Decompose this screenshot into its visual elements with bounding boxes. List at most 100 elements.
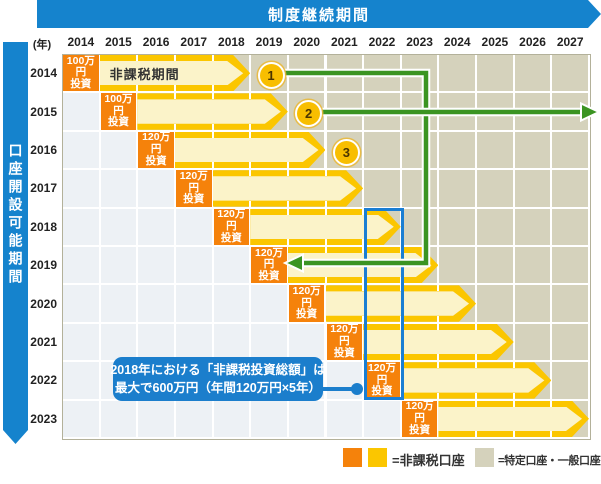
empty-cell [213,400,252,439]
general-account-cell [552,323,590,363]
arrow-column-separator [437,362,440,369]
year-axis-label: 2014 [67,35,95,49]
arrow-column-separator [475,354,478,361]
arrow-column-separator [324,170,327,177]
arrow-column-separator [286,170,289,177]
arrow-column-separator [399,315,402,322]
general-account-cell [288,55,327,94]
side-banner-label: 口座開設可能期間 [7,143,24,287]
invest-caption: 投資 [145,154,167,167]
invest-box-2018: 120万円 投資 [213,208,250,245]
general-account-cell [552,131,590,171]
invest-caption: 投資 [70,78,92,91]
empty-cell [63,93,101,132]
general-account-cell [552,170,590,209]
arrow-column-separator [512,362,515,369]
arrow-column-separator [324,208,327,215]
arrow-column-separator [399,277,402,284]
arrow-column-separator [249,131,252,138]
invest-amount: 100万円 [66,54,95,79]
row-year-label: 2022 [30,373,57,388]
general-account-cell [552,285,590,324]
arrow-column-separator [512,392,515,399]
rollover-marker-1: 1 [257,61,285,89]
arrow-column-separator [362,285,365,292]
arrow-column-separator [399,285,402,292]
arrow-column-separator [249,170,252,177]
invest-box-2014: 100万円 投資 [63,54,99,92]
general-account-cell [326,55,365,94]
empty-cell [63,362,101,401]
arrow-column-separator [211,162,214,169]
empty-cell [138,208,176,247]
tax-free-arrow-2022 [401,362,552,398]
tax-free-arrow-body: 非課税期間 [100,61,251,85]
invest-amount: 100万円 [104,92,133,117]
empty-cell [326,400,365,439]
empty-cell [251,323,289,363]
general-account-cell [477,247,515,286]
arrow-column-separator [249,200,252,207]
arrow-column-separator [173,93,176,100]
general-account-cell [552,362,590,401]
tax-free-arrow-2014: 非課税期間 [100,55,251,91]
invest-amount: 120万円 [142,131,171,156]
invest-amount: 120万円 [292,284,321,309]
row-year-label: 2019 [30,258,57,273]
general-account-cell [439,55,478,94]
callout-connector-dot [351,383,363,395]
arrow-column-separator [475,400,478,407]
general-account-cell [364,55,402,94]
legend-swatch-tan [475,448,494,467]
empty-cell [100,170,139,209]
general-account-cell [477,93,515,132]
legend-label-general: =特定口座・一般口座 [498,455,601,467]
arrow-column-separator [475,431,478,437]
arrow-column-separator [211,123,214,130]
invest-amount: 120万円 [367,361,396,386]
year-axis-label: 2024 [443,35,471,49]
arrow-column-separator [512,400,515,407]
empty-cell [100,208,139,247]
year-unit-label: (年) [32,39,52,51]
empty-cell [175,247,214,286]
row-year-label: 2016 [30,142,57,157]
general-account-cell [401,55,440,94]
general-account-cell [477,208,515,247]
general-account-cell [514,247,553,286]
invest-box-2023: 120万円 投資 [401,400,438,437]
arrow-column-separator [286,131,289,138]
general-account-cell [552,247,590,286]
empty-cell [326,362,365,401]
invest-box-2016: 120万円 投資 [138,131,174,169]
arrow-column-separator [437,392,440,399]
tax-free-arrow-body [137,99,288,123]
general-account-cell [514,323,553,363]
arrow-column-separator [475,392,478,399]
general-account-cell [514,170,553,209]
arrow-column-separator [437,354,440,361]
tax-free-arrow-2021 [363,324,514,360]
general-account-cell [439,208,478,247]
callout-line2: 最大で600万円（年間120万円×5年） [115,381,321,395]
general-account-cell [439,247,478,286]
tax-free-arrow-2023 [438,401,589,437]
invest-box-2022: 120万円 投資 [364,361,400,399]
arrow-column-separator [550,431,553,437]
tax-free-arrow-body [175,138,326,162]
total-investment-callout: 2018年における「非課税投資総額」は 最大で600万円（年間120万円×5年） [110,357,326,401]
year-axis-label: 2025 [481,35,509,49]
general-account-cell [514,131,553,171]
general-account-cell [477,55,515,94]
year-axis-label: 2026 [519,35,546,49]
invest-caption: 投資 [258,270,280,283]
year-axis-label: 2016 [142,35,170,49]
year-axis-label: 2017 [180,35,208,49]
invest-caption: 投資 [296,308,318,321]
general-account-cell [364,170,402,209]
empty-cell [100,247,139,286]
year-axis-label: 2018 [218,35,245,49]
tax-free-arrow-body [401,368,552,392]
general-account-cell [514,93,553,132]
arrow-column-separator [286,162,289,169]
